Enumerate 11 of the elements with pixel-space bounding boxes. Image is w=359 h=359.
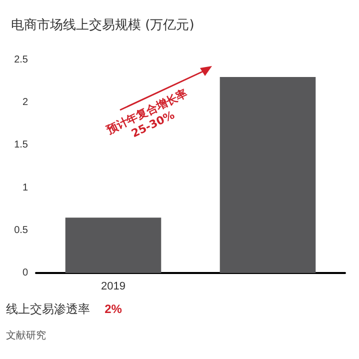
text: 文献研究: [6, 330, 46, 342]
y-tick-label: 1.5: [14, 140, 28, 151]
y-tick-label: 1: [22, 182, 28, 194]
text: 线上交易渗透率: [6, 302, 90, 316]
y-tick-label: 2: [22, 97, 28, 108]
chart-title: 电商市场线上交易规模 (万亿元): [11, 17, 194, 33]
text: 2%: [104, 302, 122, 316]
y-tick-label: 2.5: [14, 54, 28, 66]
x-tick-label: 2019: [101, 280, 126, 292]
y-tick-label: 0: [22, 268, 28, 278]
y-tick-label: 0.5: [14, 224, 28, 236]
